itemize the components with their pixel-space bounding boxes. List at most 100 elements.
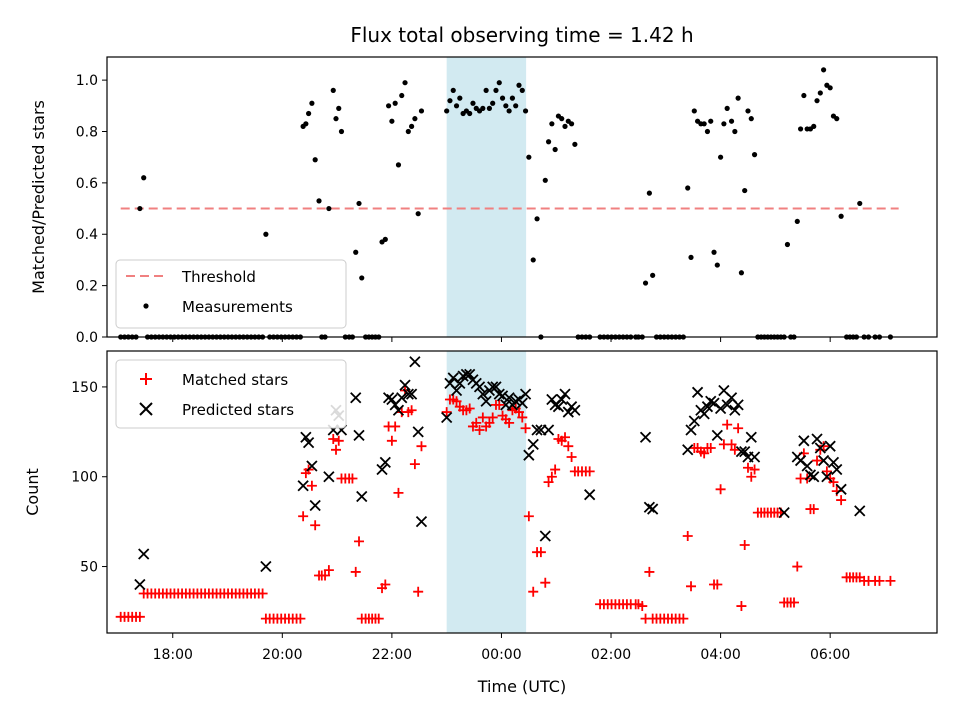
- matched-star-point: [474, 425, 485, 436]
- matched-star-point: [331, 444, 342, 455]
- measurement-point: [817, 90, 823, 96]
- matched-star-point: [295, 613, 306, 624]
- predicted-star-point: [831, 463, 843, 476]
- predicted-star-point: [698, 408, 710, 420]
- measurement-point: [688, 254, 694, 260]
- matched-star-point: [746, 471, 757, 482]
- legend-predicted-label: Predicted stars: [182, 401, 294, 419]
- matched-star-point: [257, 588, 268, 599]
- predicted-star-point: [821, 471, 833, 483]
- measurement-point: [499, 95, 506, 101]
- predicted-star-point: [729, 404, 741, 416]
- matched-star-point: [789, 597, 800, 608]
- predicted-star-point: [739, 445, 751, 458]
- predicted-star-point: [691, 386, 704, 398]
- matched-star-point: [678, 613, 689, 624]
- predicted-star-point: [817, 454, 830, 467]
- matched-star-point: [354, 536, 365, 547]
- predicted-star-point: [804, 469, 817, 481]
- measurement-point: [306, 110, 312, 117]
- legend-matched-label: Matched stars: [182, 371, 288, 389]
- predicted-star-point: [539, 530, 551, 542]
- x-tick-label: 04:00: [700, 647, 740, 663]
- predicted-star-point: [409, 356, 421, 368]
- predicted-star-point: [503, 392, 515, 404]
- measurement-point: [392, 100, 398, 106]
- measurement-point: [333, 116, 339, 122]
- legend-measurements-label: Measurements: [182, 298, 293, 316]
- predicted-star-point: [496, 390, 509, 402]
- measurement-point: [742, 187, 748, 194]
- matched-stars-points: [115, 385, 896, 624]
- matched-star-point: [808, 504, 819, 515]
- predicted-star-point: [510, 395, 522, 407]
- measurement-point: [356, 200, 362, 207]
- predicted-star-point: [811, 433, 823, 445]
- matched-star-point: [347, 473, 358, 484]
- predicted-star-point: [854, 505, 866, 517]
- measurement-point: [650, 272, 656, 278]
- matched-star-point: [451, 396, 462, 407]
- predicted-star-point: [584, 489, 596, 501]
- predicted-star-point: [542, 424, 555, 436]
- predicted-star-point: [569, 404, 581, 416]
- measurement-point: [516, 82, 522, 88]
- measurement-point: [389, 118, 395, 124]
- measurement-point: [714, 262, 720, 268]
- x-axis-label: Time (UTC): [477, 677, 566, 696]
- predicted-star-point: [556, 393, 568, 406]
- measurement-point: [834, 116, 840, 122]
- matched-star-point: [686, 581, 697, 592]
- measurement-point: [509, 95, 516, 101]
- measurement-point: [483, 87, 489, 93]
- predicted-star-point: [827, 456, 840, 468]
- matched-star-point: [494, 399, 505, 410]
- matched-star-point: [722, 419, 733, 430]
- matched-star-point: [393, 487, 404, 498]
- legend-measurements-swatch: [143, 303, 149, 309]
- measurement-point: [562, 123, 568, 129]
- measurement-point: [728, 118, 735, 124]
- legend-threshold-label: Threshold: [181, 268, 256, 286]
- matched-star-point: [471, 417, 482, 428]
- predicted-star-point: [306, 460, 318, 472]
- measurement-point: [382, 236, 388, 242]
- matched-star-point: [386, 435, 397, 446]
- bottom-legend-box: [115, 359, 347, 429]
- matched-star-point: [540, 577, 551, 588]
- predicted-star-point: [412, 426, 424, 438]
- measurement-point: [838, 213, 844, 219]
- measurement-point: [490, 100, 496, 106]
- measurement-point: [480, 105, 486, 111]
- measurement-point: [748, 116, 754, 122]
- measurement-point: [493, 87, 499, 93]
- predicted-star-point: [643, 501, 656, 513]
- matched-star-point: [310, 520, 321, 531]
- measurement-point: [745, 108, 751, 114]
- measurement-point: [721, 121, 727, 127]
- matched-star-point: [323, 565, 334, 576]
- measurement-point: [402, 80, 408, 86]
- measurement-point: [549, 121, 555, 127]
- measurement-point: [732, 128, 738, 135]
- matched-star-point: [828, 477, 839, 488]
- predicted-star-point: [309, 499, 321, 512]
- predicted-star-point: [688, 415, 700, 427]
- matched-star-point: [792, 561, 803, 572]
- measurement-point: [708, 118, 714, 124]
- predicted-star-point: [302, 436, 315, 449]
- predicted-star-point: [801, 460, 813, 472]
- matched-star-point: [513, 407, 524, 418]
- predicted-star-point: [473, 381, 486, 393]
- measurement-point: [572, 141, 578, 147]
- matched-star-point: [560, 432, 571, 443]
- predicted-star-point: [516, 397, 528, 409]
- matched-star-point: [390, 421, 401, 432]
- measurement-point: [711, 249, 717, 255]
- matched-star-point: [350, 566, 361, 577]
- predicted-star-point: [552, 401, 565, 413]
- measurement-point: [751, 152, 758, 158]
- matched-star-point: [373, 613, 384, 624]
- measurement-point: [530, 257, 536, 263]
- measurement-point: [338, 128, 345, 135]
